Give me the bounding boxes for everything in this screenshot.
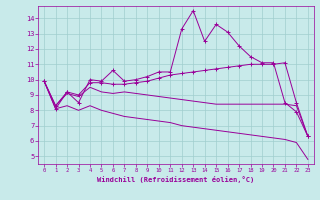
X-axis label: Windchill (Refroidissement éolien,°C): Windchill (Refroidissement éolien,°C) — [97, 176, 255, 183]
